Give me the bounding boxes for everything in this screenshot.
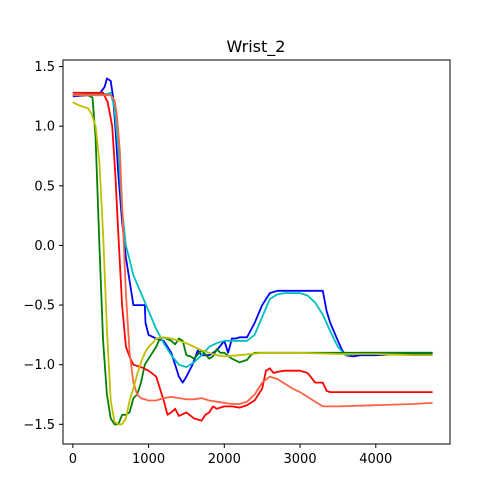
x-axis-ticks: 0 1000 2000 3000 4000	[69, 444, 392, 467]
x-tick-label: 2000	[208, 452, 241, 467]
y-tick-label: 0.0	[34, 239, 55, 254]
y-tick-label: 1.5	[34, 60, 55, 75]
y-tick-label: 1.0	[34, 120, 55, 135]
y-tick-label: −0.5	[23, 299, 55, 314]
series-line-5	[72, 94, 433, 408]
series-line-6	[72, 101, 433, 426]
series-layer	[72, 77, 433, 426]
plot-frame	[62, 59, 451, 445]
y-tick-label: −1.0	[23, 358, 55, 373]
y-tick-label: 0.5	[34, 179, 55, 194]
x-tick-label: 3000	[284, 452, 317, 467]
series-line-4	[72, 91, 433, 422]
series-line-3	[72, 94, 433, 426]
chart-title: Wrist_2	[227, 37, 286, 57]
x-tick-label: 4000	[359, 452, 392, 467]
x-tick-label: 1000	[132, 452, 165, 467]
x-tick-label: 0	[69, 452, 77, 467]
y-tick-label: −1.5	[23, 418, 55, 433]
y-axis-ticks: 1.5 1.0 0.5 0.0 −0.5 −1.0 −1.5	[23, 60, 63, 433]
